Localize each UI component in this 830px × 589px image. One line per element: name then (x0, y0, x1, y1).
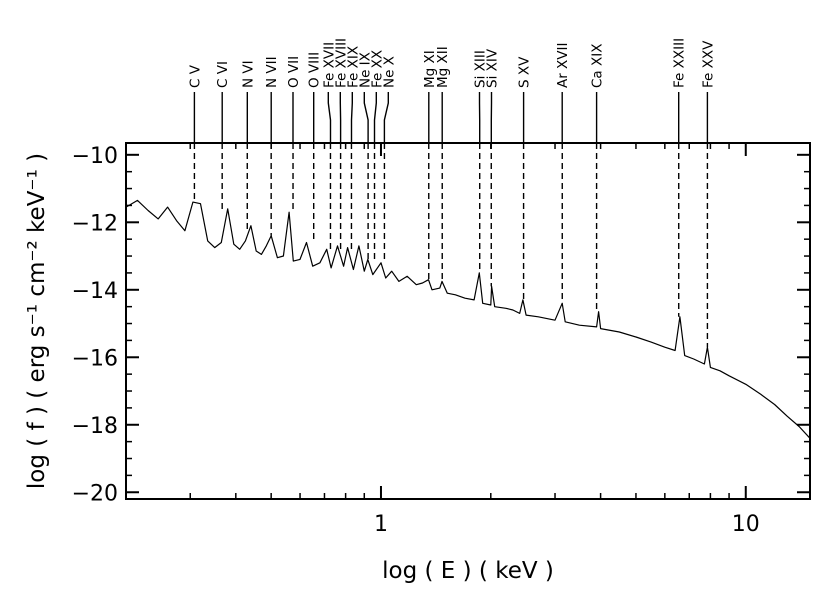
x-tick-label: 1 (374, 512, 388, 537)
x-axis-title: log ( E ) ( keV ) (382, 558, 554, 584)
line-label: Mg XI (422, 50, 438, 88)
plot-frame (125, 142, 811, 500)
line-label: O VII (286, 56, 302, 88)
line-label: Fe XIX (345, 46, 361, 88)
line-label: C VI (215, 61, 231, 88)
line-label: Si XIV (484, 48, 500, 88)
line-label: Ar XVII (555, 42, 571, 88)
line-leader (350, 92, 353, 143)
line-label: S XV (517, 56, 533, 88)
line-label: N VI (240, 60, 256, 88)
line-leader (327, 92, 332, 143)
line-label: Fe XX (369, 50, 385, 88)
y-tick-label: −16 (72, 346, 118, 371)
line-label: Fe XVIII (333, 38, 349, 88)
line-label: Fe XXIII (672, 38, 688, 88)
line-leader (383, 92, 389, 143)
y-tick-label: −12 (72, 211, 118, 236)
line-leader (373, 92, 377, 143)
spectrum-series-0 (125, 199, 811, 439)
axis-ticks: −10 −12 −14 −16 −18 −20 1 10 (72, 143, 810, 537)
line-label: O VIII (307, 52, 323, 88)
line-label: Mg XII (435, 46, 451, 88)
line-leader (363, 92, 369, 143)
y-tick-label: −10 (72, 144, 118, 169)
y-tick-label: −20 (72, 481, 118, 506)
line-label: Ne IX (357, 52, 373, 88)
y-axis-title: log ( f ) ( erg s⁻¹ cm⁻² keV⁻¹ ) (24, 153, 50, 489)
line-label: Ca XIX (590, 44, 606, 88)
y-tick-label: −18 (72, 414, 118, 439)
line-label: Ne X (381, 56, 397, 88)
y-tick-label: −14 (72, 279, 118, 304)
x-tick-label: 10 (732, 512, 760, 537)
line-label: N VII (264, 56, 280, 88)
line-label: Si XIII (472, 50, 488, 88)
line-label: Fe XXV (700, 40, 716, 88)
plot-area (125, 143, 811, 439)
line-label: C V (187, 64, 203, 88)
line-label: Fe XVII (321, 42, 337, 88)
